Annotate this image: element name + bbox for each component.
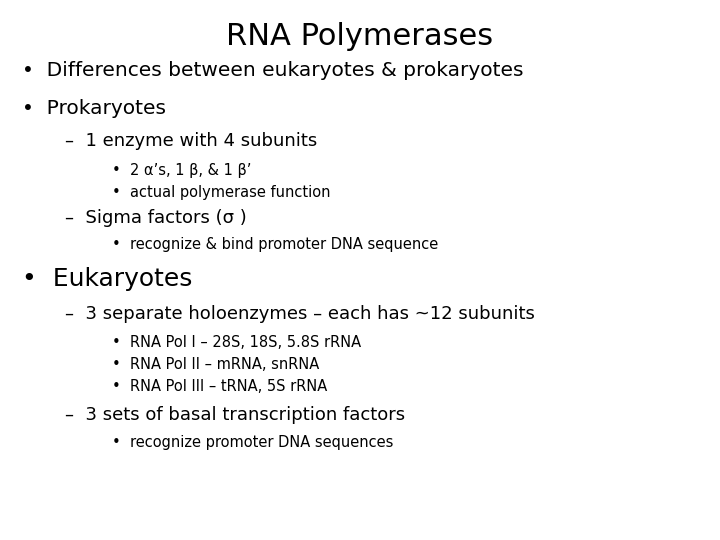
Text: •  RNA Pol II – mRNA, snRNA: • RNA Pol II – mRNA, snRNA: [112, 357, 319, 372]
Text: •  RNA Pol I – 28S, 18S, 5.8S rRNA: • RNA Pol I – 28S, 18S, 5.8S rRNA: [112, 335, 361, 350]
Text: •  recognize & bind promoter DNA sequence: • recognize & bind promoter DNA sequence: [112, 237, 438, 252]
Text: •  RNA Pol III – tRNA, 5S rRNA: • RNA Pol III – tRNA, 5S rRNA: [112, 379, 327, 394]
Text: •  Eukaryotes: • Eukaryotes: [22, 267, 192, 291]
Text: •  recognize promoter DNA sequences: • recognize promoter DNA sequences: [112, 435, 393, 450]
Text: •  Differences between eukaryotes & prokaryotes: • Differences between eukaryotes & proka…: [22, 60, 523, 80]
Text: –  3 sets of basal transcription factors: – 3 sets of basal transcription factors: [65, 406, 405, 424]
Text: •  Prokaryotes: • Prokaryotes: [22, 98, 166, 118]
Text: –  3 separate holoenzymes – each has ~12 subunits: – 3 separate holoenzymes – each has ~12 …: [65, 305, 535, 323]
Text: •  actual polymerase function: • actual polymerase function: [112, 185, 330, 200]
Text: •  2 α’s, 1 β, & 1 β’: • 2 α’s, 1 β, & 1 β’: [112, 163, 251, 178]
Text: –  Sigma factors (σ ): – Sigma factors (σ ): [65, 209, 246, 227]
Text: –  1 enzyme with 4 subunits: – 1 enzyme with 4 subunits: [65, 132, 317, 151]
Text: RNA Polymerases: RNA Polymerases: [226, 22, 494, 51]
